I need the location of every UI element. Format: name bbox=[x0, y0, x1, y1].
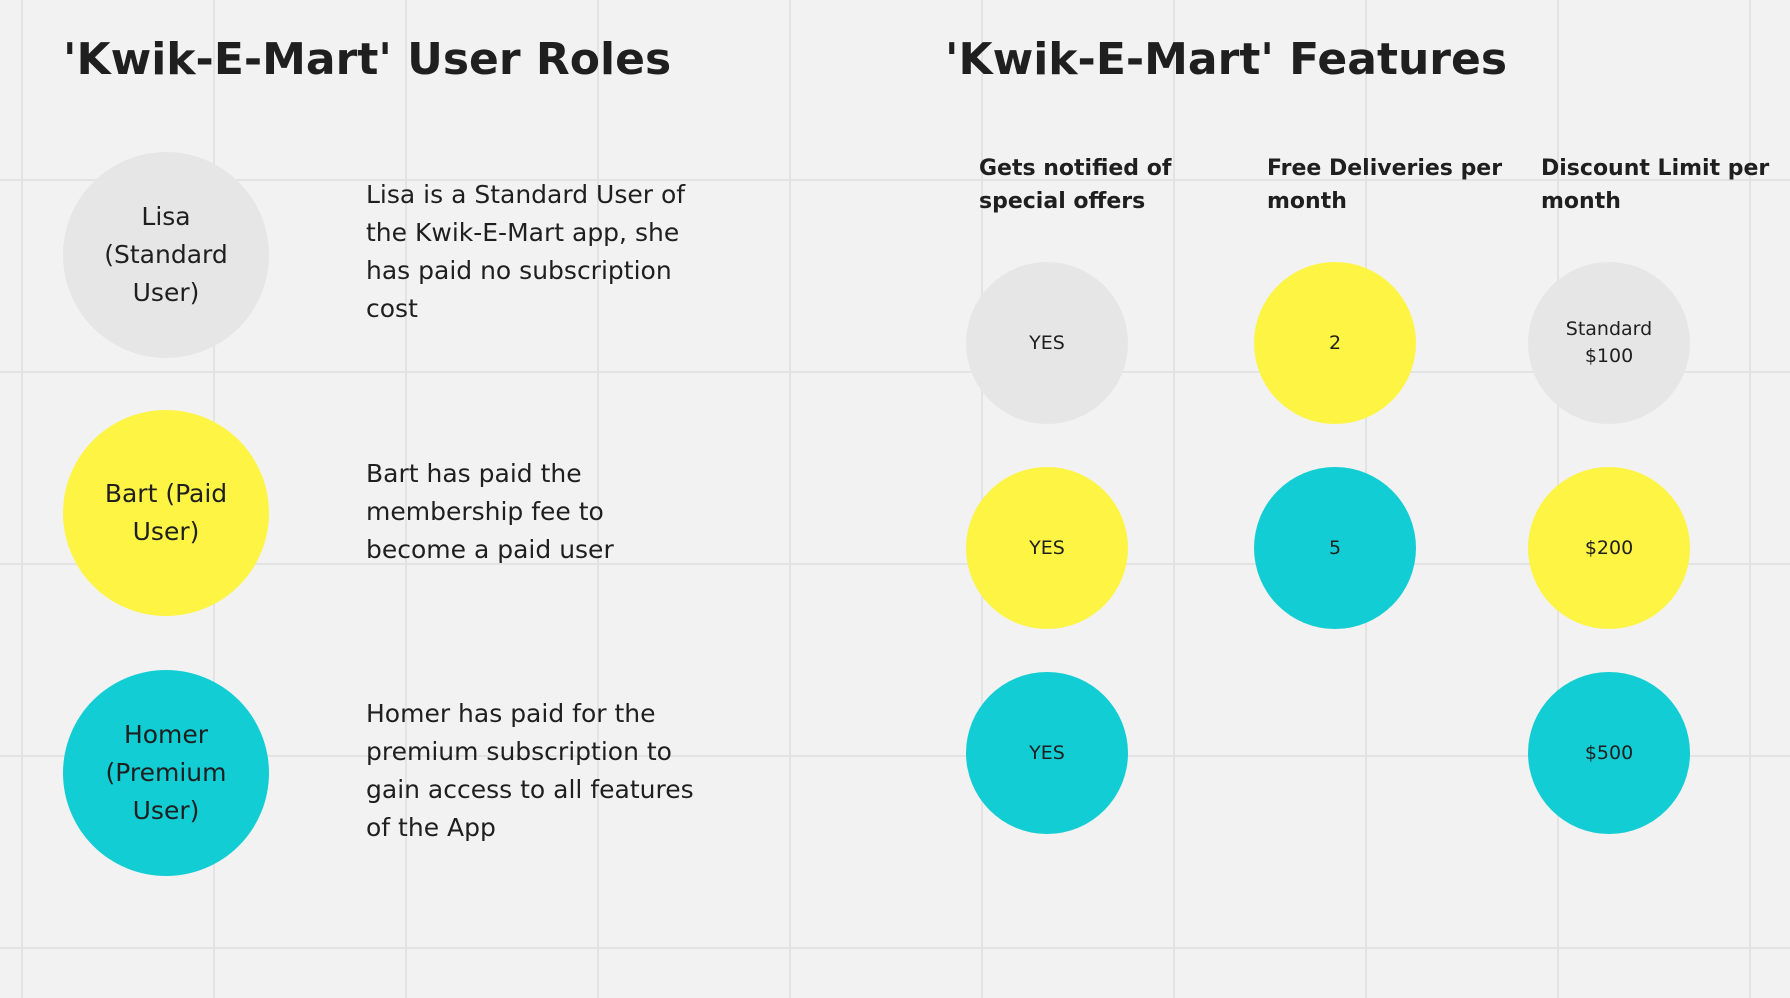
free-deliveries-paid-circle[interactable]: 2 bbox=[1254, 262, 1416, 424]
free-deliveries-premium-circle[interactable]: 5 bbox=[1254, 467, 1416, 629]
discount-limit-paid-circle[interactable]: $200 bbox=[1528, 467, 1690, 629]
special-offers-standard-value: YES bbox=[1029, 331, 1065, 354]
feature-header-discount-limit: Discount Limit per month bbox=[1541, 156, 1770, 214]
free-deliveries-paid-value: 2 bbox=[1328, 331, 1342, 354]
role-label-paid-user: Bart (Paid User) bbox=[104, 479, 228, 546]
special-offers-premium-circle[interactable]: YES bbox=[966, 672, 1128, 834]
free-deliveries-premium-value: 5 bbox=[1328, 536, 1342, 559]
role-circle-paid-user[interactable]: Bart (Paid User) bbox=[63, 410, 269, 616]
user-roles-title: 'Kwik-E-Mart' User Roles bbox=[63, 34, 672, 85]
discount-limit-premium-circle[interactable]: $500 bbox=[1528, 672, 1690, 834]
special-offers-standard-circle[interactable]: YES bbox=[966, 262, 1128, 424]
role-description-standard-user: Lisa is a Standard User of the Kwik-E-Ma… bbox=[366, 180, 686, 323]
feature-header-free-deliveries: Free Deliveries per month bbox=[1267, 156, 1503, 214]
role-label-premium-user: Homer (Premium User) bbox=[105, 720, 227, 825]
features-title: 'Kwik-E-Mart' Features bbox=[945, 34, 1508, 85]
role-description-premium-user: Homer has paid for the premium subscript… bbox=[366, 699, 694, 842]
role-circle-standard-user[interactable]: Lisa (Standard User) bbox=[63, 152, 269, 358]
feature-header-special-offers: Gets notified of special offers bbox=[979, 156, 1172, 214]
special-offers-paid-value: YES bbox=[1029, 536, 1065, 559]
special-offers-paid-circle[interactable]: YES bbox=[966, 467, 1128, 629]
discount-limit-paid-value: $200 bbox=[1584, 536, 1634, 559]
discount-limit-premium-value: $500 bbox=[1584, 741, 1634, 764]
role-label-standard-user: Lisa (Standard User) bbox=[104, 202, 228, 307]
special-offers-premium-value: YES bbox=[1029, 741, 1065, 764]
discount-limit-standard-circle[interactable]: Standard $100 bbox=[1528, 262, 1690, 424]
role-description-paid-user: Bart has paid the membership fee to beco… bbox=[366, 459, 614, 564]
discount-limit-standard-value: Standard $100 bbox=[1565, 318, 1653, 367]
role-circle-premium-user[interactable]: Homer (Premium User) bbox=[63, 670, 269, 876]
